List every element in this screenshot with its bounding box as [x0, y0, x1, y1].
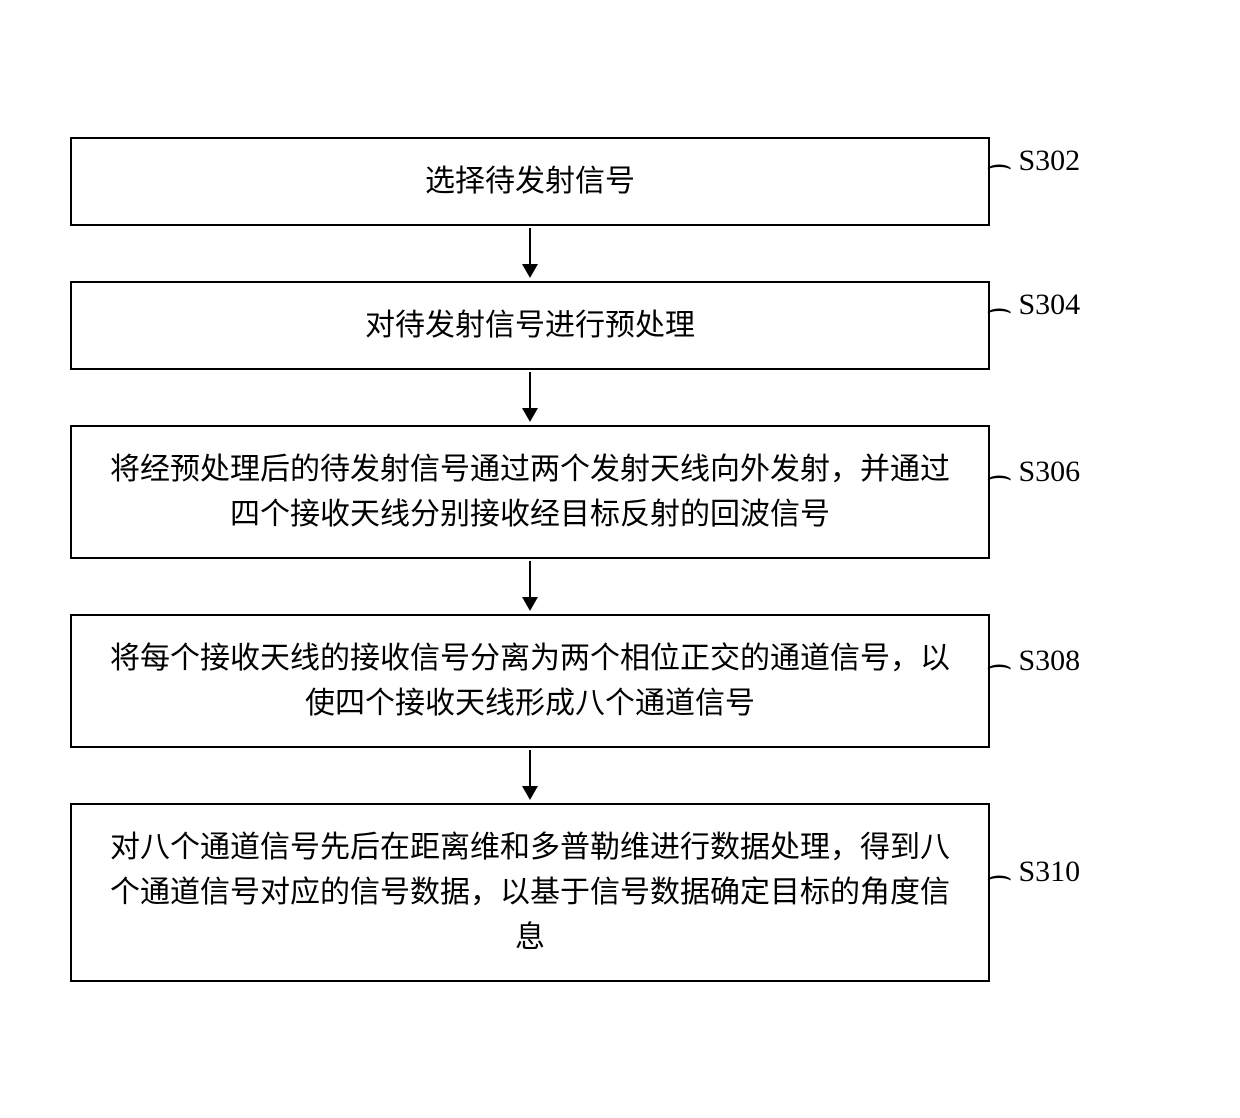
bracket-icon: ⌢	[985, 463, 1013, 491]
bracket-icon: ⌢	[985, 863, 1013, 891]
arrow-2	[522, 372, 538, 422]
step-row-3: 将经预处理后的待发射信号通过两个发射天线向外发射，并通过四个接收天线分别接收经目…	[70, 425, 1170, 559]
step-text-2: 对待发射信号进行预处理	[365, 303, 695, 348]
step-text-5: 对八个通道信号先后在距离维和多普勒维进行数据处理，得到八个通道信号对应的信号数据…	[102, 825, 958, 960]
bracket-icon: ⌢	[985, 152, 1013, 180]
step-row-2: 对待发射信号进行预处理 ⌢ S304	[70, 281, 1170, 370]
step-text-3: 将经预处理后的待发射信号通过两个发射天线向外发射，并通过四个接收天线分别接收经目…	[102, 447, 958, 537]
step-label-2: S304	[1018, 288, 1080, 322]
bracket-icon: ⌢	[985, 296, 1013, 324]
step-label-wrapper-5: ⌢ S310	[990, 875, 1080, 909]
arrow-3	[522, 561, 538, 611]
step-row-5: 对八个通道信号先后在距离维和多普勒维进行数据处理，得到八个通道信号对应的信号数据…	[70, 803, 1170, 982]
step-box-2: 对待发射信号进行预处理	[70, 281, 990, 370]
step-row-1: 选择待发射信号 ⌢ S302	[70, 137, 1170, 226]
step-label-wrapper-3: ⌢ S306	[990, 475, 1080, 509]
step-text-1: 选择待发射信号	[425, 159, 635, 204]
step-label-1: S302	[1018, 144, 1080, 178]
step-label-wrapper-2: ⌢ S304	[990, 308, 1080, 342]
connector-1	[70, 226, 1170, 281]
connector-4	[70, 748, 1170, 803]
step-label-4: S308	[1018, 644, 1080, 678]
step-row-4: 将每个接收天线的接收信号分离为两个相位正交的通道信号，以使四个接收天线形成八个通…	[70, 614, 1170, 748]
step-label-wrapper-1: ⌢ S302	[990, 164, 1080, 198]
step-box-3: 将经预处理后的待发射信号通过两个发射天线向外发射，并通过四个接收天线分别接收经目…	[70, 425, 990, 559]
connector-2	[70, 370, 1170, 425]
arrow-4	[522, 750, 538, 800]
connector-3	[70, 559, 1170, 614]
step-box-4: 将每个接收天线的接收信号分离为两个相位正交的通道信号，以使四个接收天线形成八个通…	[70, 614, 990, 748]
flowchart-container: 选择待发射信号 ⌢ S302 对待发射信号进行预处理 ⌢ S304	[70, 137, 1170, 982]
step-box-5: 对八个通道信号先后在距离维和多普勒维进行数据处理，得到八个通道信号对应的信号数据…	[70, 803, 990, 982]
bracket-icon: ⌢	[985, 652, 1013, 680]
step-label-wrapper-4: ⌢ S308	[990, 664, 1080, 698]
step-text-4: 将每个接收天线的接收信号分离为两个相位正交的通道信号，以使四个接收天线形成八个通…	[102, 636, 958, 726]
arrow-1	[522, 228, 538, 278]
step-label-3: S306	[1018, 455, 1080, 489]
step-label-5: S310	[1018, 855, 1080, 889]
step-box-1: 选择待发射信号	[70, 137, 990, 226]
